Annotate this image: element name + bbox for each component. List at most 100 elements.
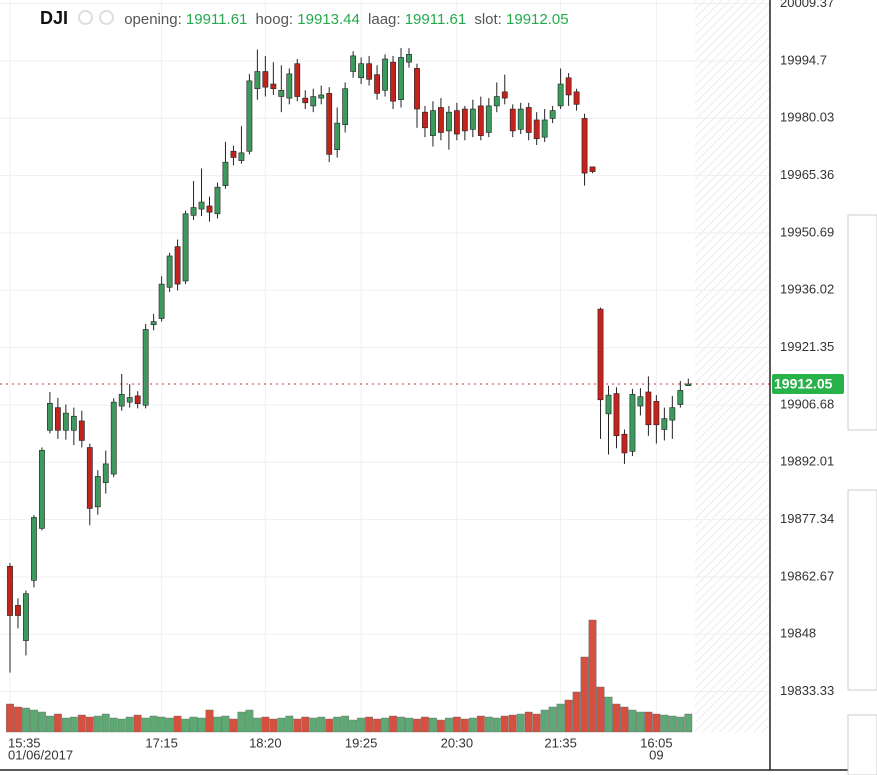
volume-bar: [660, 714, 669, 733]
candle-body: [661, 418, 668, 430]
candle-body: [366, 63, 372, 80]
volume-bar: [213, 716, 222, 733]
candle-body: [557, 83, 564, 107]
icon[interactable]: [99, 10, 115, 25]
volume-bar: [365, 716, 373, 733]
volume-bar: [540, 709, 549, 733]
candle-body: [358, 63, 365, 79]
candle-body: [398, 57, 404, 100]
volume-bar: [341, 715, 350, 733]
info-value: 19911.61: [185, 11, 248, 28]
candle-body: [493, 96, 500, 107]
volume-bar: [14, 706, 22, 733]
candle-body: [573, 91, 580, 105]
y-tick-label: 19950.69: [780, 224, 834, 239]
volume-bar: [405, 717, 413, 733]
info-value: 19913.44: [297, 11, 360, 28]
candle-body: [541, 119, 548, 138]
y-tick-label: 19994.7: [780, 52, 827, 67]
volume-bar: [389, 715, 397, 733]
volume-bar: [165, 717, 174, 733]
candle-body: [390, 61, 396, 102]
volume-bar: [189, 716, 198, 733]
volume-bar: [381, 717, 389, 733]
candle-body: [613, 393, 620, 437]
volume-bar: [197, 717, 206, 733]
volume-bar: [500, 715, 509, 733]
side-panel: [847, 714, 877, 775]
candle-body: [294, 63, 301, 97]
candle-body: [374, 74, 380, 94]
volume-bar: [69, 716, 78, 733]
y-tick-label: 19848: [780, 626, 816, 641]
candle-body: [150, 321, 157, 326]
candle-body: [533, 119, 540, 140]
volume-bar: [476, 715, 485, 733]
y-tick-label: 19833.33: [780, 683, 834, 698]
volume-bar: [325, 718, 334, 733]
candle-body: [334, 122, 341, 150]
candle-body: [39, 449, 45, 529]
volume-bar: [413, 718, 421, 733]
volume-bar: [237, 711, 246, 733]
volume-bar: [61, 717, 70, 733]
volume-bar: [397, 716, 405, 733]
volume-bar: [261, 716, 270, 733]
candle-body: [382, 58, 388, 91]
volume-bar: [460, 718, 469, 733]
info-label: slot:: [474, 11, 502, 28]
candle-body: [102, 463, 109, 483]
candle-body: [190, 207, 197, 216]
side-panel: [847, 489, 877, 691]
candle-body: [589, 166, 596, 172]
volume-bar: [492, 717, 501, 733]
volume-bar: [301, 716, 310, 733]
icon[interactable]: [78, 10, 94, 25]
volume-bar: [269, 718, 278, 733]
x-tick-label: 17:15: [145, 735, 178, 750]
volume-bar: [205, 709, 214, 733]
volume-bar: [309, 717, 318, 733]
candle-body: [15, 605, 21, 616]
x-tick-label: 16:05: [640, 735, 673, 750]
volume-bar: [101, 713, 110, 733]
candle-body: [46, 403, 53, 431]
candle-body: [310, 96, 317, 107]
volume-bar: [173, 715, 182, 733]
y-tick-label: 19921.35: [780, 339, 834, 354]
info-label: laag:: [368, 11, 401, 28]
candle-body: [430, 110, 436, 136]
volume-bar: [508, 714, 517, 733]
volume-bar: [588, 619, 597, 733]
candle-body: [158, 283, 165, 319]
volume-bar: [636, 711, 645, 733]
candle-body: [653, 401, 660, 426]
candle-body: [142, 329, 149, 406]
candle-body: [54, 407, 61, 431]
last-price-badge: [772, 373, 844, 394]
candle-body: [326, 93, 333, 155]
y-tick-label: 19906.68: [780, 396, 834, 411]
volume-bar: [612, 703, 621, 733]
volume-bar: [564, 699, 573, 733]
volume-bar: [357, 717, 366, 733]
volume-bar: [349, 719, 358, 733]
candle-body: [669, 407, 676, 421]
candle-body: [461, 108, 468, 132]
candle-body: [222, 161, 229, 186]
volume-bar: [221, 715, 230, 733]
volume-bar: [580, 656, 589, 733]
volume-bar: [117, 718, 126, 733]
candle-body: [286, 73, 293, 99]
y-tick-label: 19892.01: [780, 454, 834, 469]
candle-body: [62, 412, 69, 431]
volume-bar: [253, 717, 262, 733]
candle-body: [477, 105, 484, 136]
candle-body: [230, 150, 237, 158]
candle-body: [565, 77, 572, 96]
volume-bar: [620, 706, 629, 733]
candle-body: [605, 394, 612, 415]
info: opening: 19911.61 hoog: 19913.44 laag: 1…: [124, 11, 572, 28]
volume-bar: [532, 713, 541, 733]
